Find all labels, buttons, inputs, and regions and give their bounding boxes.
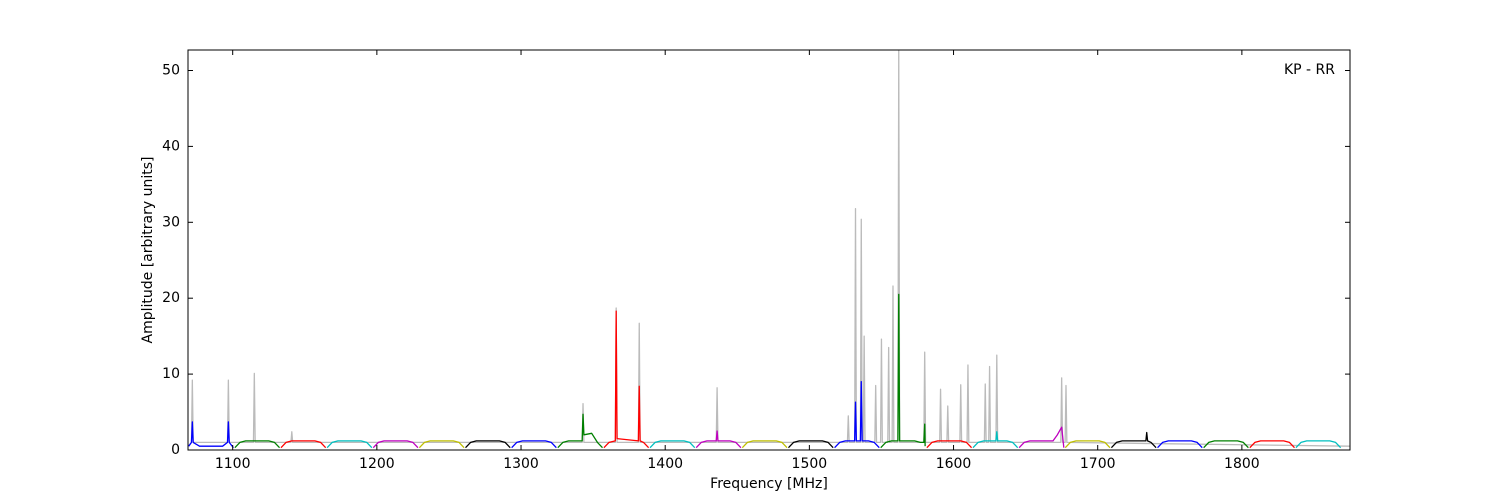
spectrum-line [695, 430, 742, 449]
x-tick-label: 1600 [936, 456, 972, 472]
spectrum-line [188, 421, 234, 449]
y-axis-label: Amplitude [arbitrary units] [140, 157, 156, 344]
x-tick-label: 1700 [1080, 456, 1116, 472]
spectrum-line [926, 440, 973, 449]
spectrum-line [1157, 440, 1203, 449]
spectrum-line [1203, 440, 1249, 449]
spectrum-line [280, 440, 327, 449]
y-tick-label: 50 [162, 62, 180, 78]
spectrum-line [511, 440, 557, 449]
y-tick-label: 30 [162, 214, 180, 230]
spectrum-line [1018, 426, 1065, 449]
spectrum-line [880, 293, 926, 449]
x-tick-label: 1400 [647, 456, 683, 472]
x-tick-label: 1100 [215, 456, 251, 472]
y-tick-label: 0 [171, 442, 180, 458]
plot-frame [187, 49, 1351, 451]
spectrum-line [834, 381, 880, 449]
y-tick-label: 10 [162, 366, 180, 382]
spectrum-line [1064, 440, 1111, 449]
y-tick-label: 20 [162, 290, 180, 306]
x-tick-label: 1800 [1224, 456, 1260, 472]
spectrum-line [649, 440, 696, 449]
annotation: KP - RR [1284, 62, 1335, 78]
spectrum-line [465, 440, 511, 449]
spectrum-line [557, 413, 603, 449]
spectrum-line [326, 440, 373, 449]
spectrum-line [741, 440, 788, 449]
spectrum-line [1249, 440, 1295, 449]
spectrum-line [787, 440, 834, 449]
x-axis-label: Frequency [MHz] [710, 476, 828, 492]
spectrum-line [1295, 440, 1342, 449]
spectrum-line [234, 440, 281, 449]
spectrum-line [372, 440, 419, 449]
x-tick-label: 1200 [359, 456, 395, 472]
spectrum-line [418, 440, 465, 449]
x-tick-label: 1500 [792, 456, 828, 472]
plot-lines [188, 50, 1350, 449]
y-tick-label: 40 [162, 138, 180, 154]
spectrum-line [972, 431, 1019, 449]
spectrum-line [1110, 431, 1157, 449]
x-tick-label: 1300 [503, 456, 539, 472]
spectrum-line [603, 310, 650, 449]
